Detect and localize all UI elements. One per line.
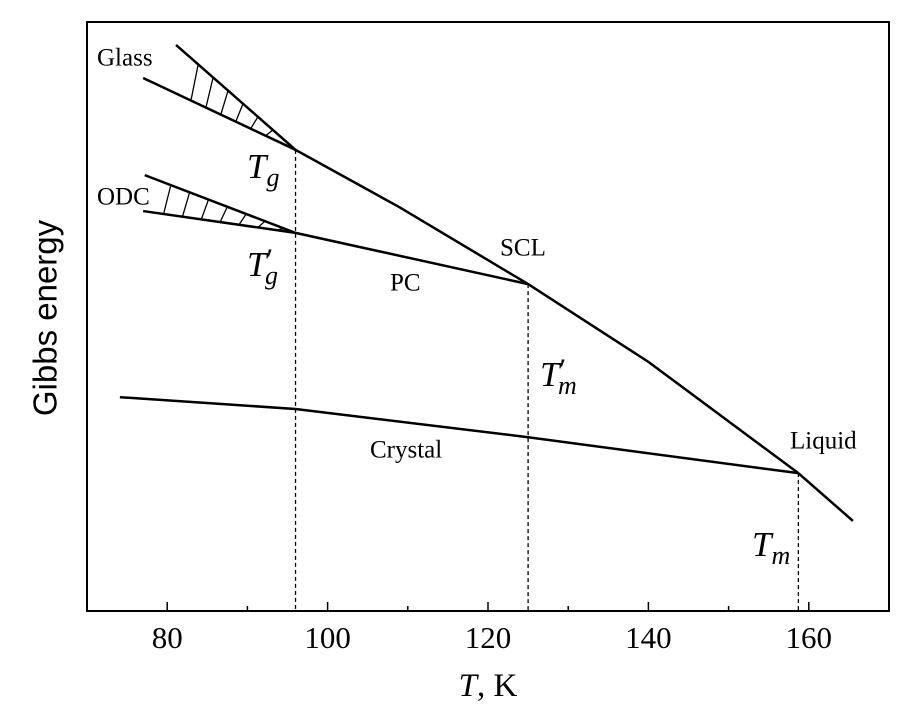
- hatch: [250, 116, 259, 130]
- marker-prime: ′: [559, 353, 566, 386]
- label-bg: [96, 47, 154, 69]
- marker-sub: g: [266, 163, 279, 192]
- x-axis-symbol: T: [459, 668, 480, 704]
- marker-label: Tm: [752, 525, 790, 570]
- marker-sub: g: [265, 261, 278, 290]
- y-axis-label: Gibbs energy: [27, 219, 64, 416]
- hatch: [205, 77, 214, 108]
- marker-sub: m: [558, 371, 577, 400]
- series-line: [797, 472, 854, 522]
- hatch: [162, 184, 172, 215]
- marker-label: T′m: [540, 353, 577, 400]
- series-label: Crystal: [370, 437, 442, 464]
- plot-frame: [86, 21, 890, 612]
- series-line: [144, 173, 529, 286]
- hatch: [181, 192, 191, 217]
- series-line: [142, 209, 296, 235]
- x-tick-label: 80: [152, 620, 183, 655]
- marker-symbol: T: [247, 147, 269, 186]
- hatch: [219, 206, 228, 223]
- x-tick-label: 120: [465, 620, 512, 655]
- series-line: [119, 395, 799, 475]
- marker-prime: ′: [266, 243, 273, 276]
- series-label: PC: [390, 270, 421, 297]
- label-bg: [369, 439, 444, 461]
- label-bg: [789, 430, 859, 452]
- marker-label: T′g: [247, 243, 278, 290]
- x-axis-unit: , K: [477, 668, 518, 704]
- series-label: Liquid: [790, 428, 857, 455]
- label-bg: [499, 237, 547, 259]
- series-line: [142, 76, 297, 151]
- hatch: [238, 213, 247, 226]
- label-bg: [389, 272, 422, 294]
- marker-symbol: T: [247, 245, 269, 284]
- marker-symbol: T: [752, 525, 774, 564]
- hatch: [235, 103, 244, 122]
- marker-sub: m: [771, 541, 790, 570]
- marker-label: Tg: [247, 147, 279, 192]
- hatch: [190, 64, 199, 101]
- label-bg: [96, 186, 151, 208]
- x-axis-label: T, K: [459, 668, 518, 704]
- series-label: SCL: [500, 235, 546, 262]
- hatch: [200, 199, 210, 220]
- x-tick-label: 160: [786, 620, 833, 655]
- hatch: [265, 129, 274, 137]
- series-label: ODC: [97, 184, 150, 211]
- series-label: Glass: [97, 45, 153, 72]
- x-tick-label: 140: [625, 620, 672, 655]
- series-line: [175, 44, 800, 475]
- hatch: [220, 90, 229, 115]
- marker-symbol: T: [540, 355, 562, 394]
- x-tick-label: 100: [304, 620, 351, 655]
